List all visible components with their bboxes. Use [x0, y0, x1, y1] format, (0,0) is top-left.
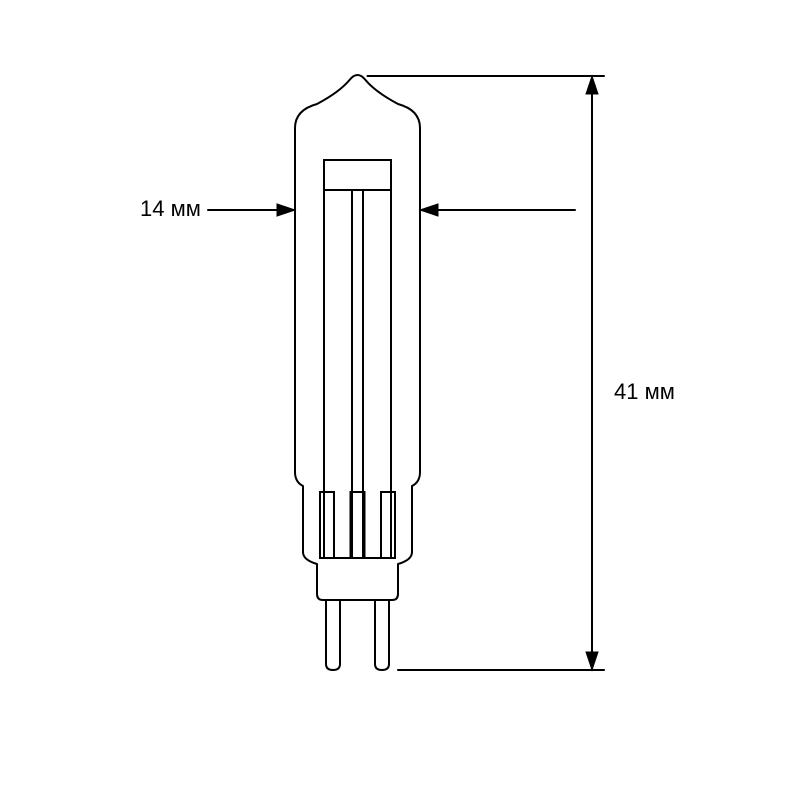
height-dimension-label: 41 мм	[614, 379, 675, 404]
bulb-dimension-diagram: 14 мм 41 мм	[0, 0, 800, 800]
width-dimension-label: 14 мм	[140, 196, 201, 221]
